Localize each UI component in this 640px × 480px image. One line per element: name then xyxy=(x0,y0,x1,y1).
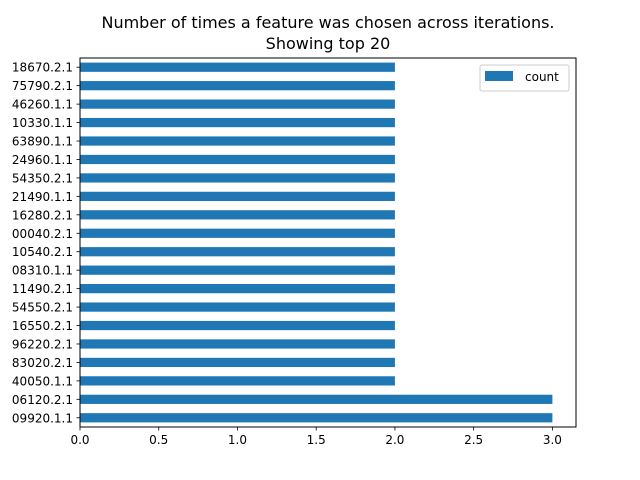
y-tick-label: 63890.1.1 xyxy=(12,135,73,149)
y-tick-label: 54550.2.1 xyxy=(12,301,73,315)
bars-group xyxy=(80,62,553,423)
plot-frame xyxy=(79,57,577,428)
y-tick-label: 10540.2.1 xyxy=(12,245,73,259)
x-tick-label: 2.0 xyxy=(385,433,404,447)
y-tick-label: 75790.2.1 xyxy=(12,79,73,93)
y-tick-label: 83020.2.1 xyxy=(12,356,73,370)
y-axis: 09920.1.1 06120.2.1 40050.1.1 83020.2.1 9622… xyxy=(12,61,80,425)
legend-swatch xyxy=(485,71,513,81)
bar xyxy=(80,413,553,423)
bar xyxy=(80,62,395,72)
y-tick-label: 06120.2.1 xyxy=(12,393,73,407)
y-tick-label: 21490.1.1 xyxy=(12,190,73,204)
bar xyxy=(80,302,395,312)
legend-label: count xyxy=(525,70,559,84)
bar xyxy=(80,154,395,165)
y-tick-label: 11490.2.1 xyxy=(12,282,73,296)
y-tick-label: 16280.2.1 xyxy=(12,208,73,222)
bar xyxy=(80,117,395,128)
bar xyxy=(80,320,395,331)
chart-subtitle: Showing top 20 xyxy=(266,34,391,53)
x-tick-label: 0.5 xyxy=(149,433,168,447)
bar xyxy=(80,357,395,368)
y-tick-label: 96220.2.1 xyxy=(12,337,73,351)
bar xyxy=(80,173,395,183)
y-tick-label: 16550.2.1 xyxy=(12,319,73,333)
legend: count xyxy=(479,64,570,92)
chart-title: Number of times a feature was chosen acr… xyxy=(101,13,554,32)
y-tick-label: 40050.1.1 xyxy=(12,374,73,388)
bar xyxy=(80,394,553,404)
bar xyxy=(80,210,395,220)
y-tick-label: 10330.1.1 xyxy=(12,116,73,130)
x-tick-label: 3.0 xyxy=(543,433,562,447)
bar xyxy=(80,265,395,275)
bar xyxy=(80,247,395,257)
x-tick-label: 1.5 xyxy=(307,433,326,447)
y-tick-label: 18670.2.1 xyxy=(12,61,73,75)
bar xyxy=(80,136,395,146)
x-tick-label: 0.0 xyxy=(70,433,89,447)
bar xyxy=(80,339,395,349)
y-tick-label: 46260.1.1 xyxy=(12,98,73,112)
y-tick-label: 54350.2.1 xyxy=(12,171,73,185)
y-tick-label: 00040.2.1 xyxy=(12,227,73,241)
bar xyxy=(80,376,395,386)
bar xyxy=(80,99,395,109)
y-tick-label: 08310.1.1 xyxy=(12,264,73,278)
x-axis: 0.0 0.5 1.0 1.5 2.0 2.5 3.0 xyxy=(70,427,562,447)
x-tick-label: 2.5 xyxy=(464,433,483,447)
bar xyxy=(80,284,395,294)
y-tick-label: 09920.1.1 xyxy=(12,411,73,425)
bar xyxy=(80,191,395,201)
x-tick-label: 1.0 xyxy=(228,433,247,447)
bar xyxy=(80,228,395,238)
y-tick-label: 24960.1.1 xyxy=(12,153,73,167)
bar xyxy=(80,81,395,91)
